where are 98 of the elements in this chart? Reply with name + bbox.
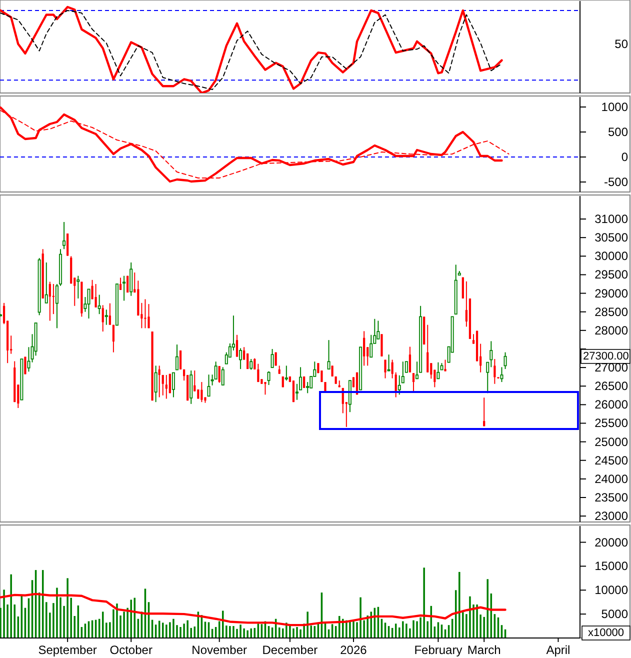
candlestick xyxy=(348,380,352,413)
candlestick xyxy=(108,302,111,326)
candlestick xyxy=(412,372,415,393)
candlestick xyxy=(270,348,274,368)
candlestick xyxy=(48,281,51,322)
candlestick xyxy=(264,382,266,396)
y-tick-label: 24500 xyxy=(594,453,628,468)
candlestick xyxy=(165,374,168,400)
x-tick-label: April xyxy=(546,643,570,657)
candlestick xyxy=(370,334,373,358)
x-tick-label: September xyxy=(38,643,97,657)
candlestick xyxy=(200,382,203,403)
y-tick-label: -500 xyxy=(604,175,628,189)
y-tick-label: 29000 xyxy=(594,286,628,300)
y-tick-label: 1000 xyxy=(601,100,628,114)
y-tick-label: 25500 xyxy=(594,416,628,430)
candlestick xyxy=(257,363,260,383)
x-tick-label: November xyxy=(192,643,248,657)
y-tick-label: 28000 xyxy=(594,323,628,338)
candlestick xyxy=(398,374,401,396)
y-tick-label: 0 xyxy=(621,150,628,164)
candlestick xyxy=(221,366,224,386)
y-tick-label: 23500 xyxy=(594,490,628,504)
candlestick xyxy=(98,294,101,315)
y-tick-label: 23000 xyxy=(594,509,628,524)
candlestick xyxy=(104,309,108,326)
candlestick xyxy=(380,334,383,357)
text: 27300.00 xyxy=(583,350,629,362)
candlestick xyxy=(504,352,507,370)
y-tick-label: 25000 xyxy=(594,434,628,449)
candlestick xyxy=(462,276,464,299)
candlestick xyxy=(284,365,288,382)
x-tick-label: 2026 xyxy=(340,643,368,657)
y-tick-label: 31000 xyxy=(594,212,628,226)
y-tick-label: 30500 xyxy=(594,230,628,245)
candlestick xyxy=(239,348,242,370)
candlestick xyxy=(331,365,334,377)
y-tick-label: 24000 xyxy=(594,472,628,486)
candlestick xyxy=(363,330,366,366)
candlestick xyxy=(236,334,238,358)
candlestick xyxy=(190,370,193,404)
candlestick xyxy=(408,346,412,373)
candlestick xyxy=(130,262,133,296)
y-tick-label: 26000 xyxy=(594,398,628,412)
candlestick xyxy=(327,340,330,370)
y-tick-label: 29500 xyxy=(594,268,628,282)
y-tick-label: 15000 xyxy=(594,559,628,574)
candlestick xyxy=(394,372,397,398)
candlestick xyxy=(207,374,210,397)
y-tick-label: 26500 xyxy=(594,379,628,394)
candlestick xyxy=(218,366,220,384)
candlestick xyxy=(27,346,30,372)
y-tick-label: 20000 xyxy=(594,535,628,550)
candlestick xyxy=(102,304,104,332)
candlestick xyxy=(122,275,126,302)
candlestick xyxy=(500,366,504,383)
candlestick xyxy=(384,359,386,379)
candlestick xyxy=(444,359,446,372)
candlestick xyxy=(76,275,80,299)
candlestick xyxy=(175,344,179,370)
candlestick xyxy=(404,361,408,373)
y-tick-label: 28500 xyxy=(594,304,628,319)
candlestick xyxy=(426,324,429,373)
candlestick xyxy=(158,365,160,398)
y-tick-label: 500 xyxy=(608,125,628,139)
line-series xyxy=(0,592,506,626)
candlestick xyxy=(436,362,440,380)
y-tick-label: 5000 xyxy=(601,607,628,622)
candlestick xyxy=(119,277,122,290)
candlestick xyxy=(154,365,158,403)
candlestick xyxy=(87,288,90,320)
candlestick xyxy=(66,233,69,256)
text: 50 xyxy=(614,37,628,51)
y-tick-label: 30000 xyxy=(594,249,628,264)
candlestick xyxy=(179,350,182,370)
candlestick xyxy=(391,359,394,379)
x-tick-label: February xyxy=(414,643,462,657)
candlestick xyxy=(483,397,486,427)
candlestick xyxy=(267,370,270,386)
y-tick-label: 10000 xyxy=(594,583,628,598)
x-tick-label: March xyxy=(467,643,501,657)
x-tick-label: December xyxy=(262,643,318,657)
x-tick-label: October xyxy=(110,643,152,657)
text: x10000 xyxy=(588,627,624,639)
candlestick xyxy=(172,372,175,398)
candlestick xyxy=(44,262,48,304)
candlestick xyxy=(387,354,390,372)
candlestick xyxy=(292,380,295,403)
candlestick xyxy=(148,304,150,329)
candlestick xyxy=(62,221,66,250)
candlestick xyxy=(112,324,115,353)
y-tick-label: 27000 xyxy=(594,360,628,375)
candlestick xyxy=(254,358,256,370)
candlestick xyxy=(162,374,164,396)
candlestick xyxy=(144,298,146,329)
candlestick xyxy=(250,358,253,370)
candlestick xyxy=(494,358,496,384)
candlestick xyxy=(94,284,97,308)
